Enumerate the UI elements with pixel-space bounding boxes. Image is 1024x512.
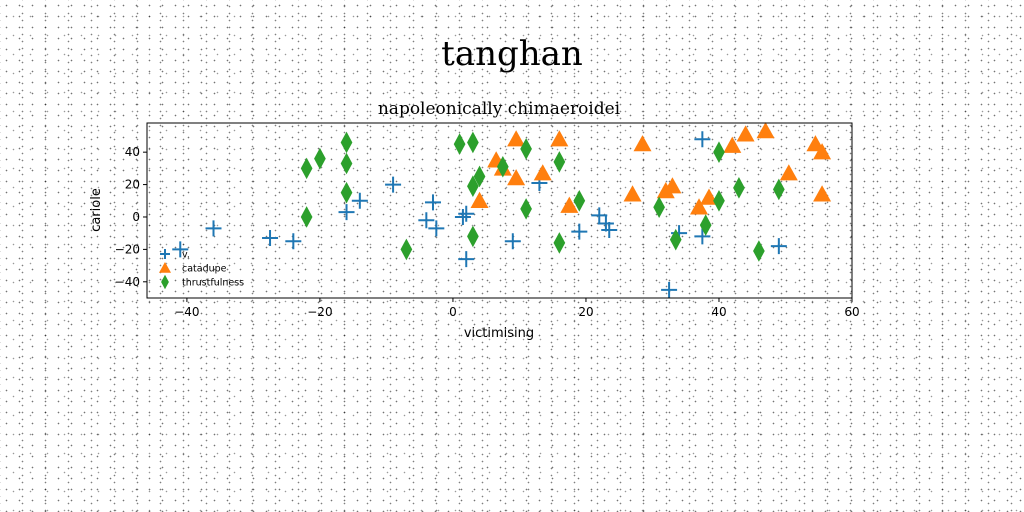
data-point (470, 191, 489, 208)
legend-item: thrustfulness (161, 274, 244, 290)
x-axis-label: victimising (464, 326, 534, 341)
data-point (690, 198, 709, 215)
data-point (351, 192, 368, 209)
y-tick-label: 40 (125, 145, 140, 159)
legend-marker (161, 274, 169, 290)
data-point (400, 238, 413, 261)
data-point (553, 232, 566, 254)
legend-label: v. (182, 250, 190, 261)
data-point (733, 177, 745, 199)
data-point (300, 157, 313, 180)
x-tick-label: 20 (578, 305, 593, 319)
legend-item: v. (160, 249, 190, 261)
data-point (713, 189, 725, 212)
data-point (597, 215, 614, 232)
data-point (723, 136, 742, 153)
data-point (428, 220, 445, 237)
y-tick-label: −40 (115, 275, 140, 289)
data-point (300, 206, 313, 228)
data-point (623, 185, 642, 202)
data-point (424, 194, 441, 211)
y-tick-label: 0 (132, 210, 140, 224)
data-point (573, 189, 586, 212)
data-point (458, 251, 475, 268)
data-point (756, 122, 775, 139)
series-2 (300, 131, 785, 262)
data-point (553, 151, 566, 173)
figure-suptitle: tanghan (441, 34, 583, 74)
data-point (507, 169, 526, 186)
data-point (694, 131, 711, 148)
data-point (454, 208, 471, 225)
legend-marker (159, 262, 171, 273)
x-axis-ticks: −40 −20 0 20 40 60 (174, 298, 860, 319)
data-point (285, 233, 302, 250)
data-point (458, 205, 475, 222)
data-point (473, 165, 486, 188)
y-axis-label: cariole (89, 188, 104, 232)
legend-label: thrustfulness (182, 278, 244, 289)
data-point (338, 204, 355, 221)
series-1 (470, 122, 832, 215)
data-point (591, 207, 608, 224)
data-point (560, 196, 579, 213)
data-point (262, 230, 279, 247)
data-point (736, 125, 755, 142)
legend-item: catadupe (159, 262, 227, 275)
data-point (340, 181, 353, 204)
data-point (694, 228, 711, 245)
chart-title: napoleonically chimaeroidei (378, 99, 621, 119)
data-point (770, 238, 787, 255)
plot-marks (172, 122, 832, 298)
data-point (669, 228, 682, 251)
data-point (467, 131, 479, 154)
data-point (571, 223, 588, 240)
data-point (504, 233, 521, 250)
x-tick-label: 0 (449, 305, 457, 319)
data-point (467, 175, 479, 197)
data-point (385, 176, 402, 193)
data-point (661, 281, 678, 298)
series-0 (172, 131, 787, 298)
x-tick-label: 60 (844, 305, 859, 319)
data-point (205, 220, 222, 237)
data-point (340, 152, 353, 175)
y-tick-label: 20 (125, 178, 140, 192)
y-axis-ticks: −40 −20 0 20 40 (115, 145, 147, 289)
data-point (663, 177, 682, 194)
plot-frame (146, 122, 853, 299)
data-point (633, 135, 652, 152)
data-point (172, 241, 189, 258)
data-point (340, 131, 353, 154)
data-point (753, 240, 765, 262)
data-point (533, 164, 552, 181)
data-point (713, 141, 725, 163)
data-point (507, 130, 526, 147)
y-tick-label: −20 (115, 242, 140, 256)
data-point (813, 185, 832, 202)
data-point (418, 212, 435, 229)
x-tick-label: 40 (711, 305, 726, 319)
legend-marker (160, 249, 170, 259)
data-point (467, 225, 479, 248)
data-point (520, 138, 532, 160)
data-point (550, 130, 569, 147)
data-point (314, 147, 326, 170)
data-point (772, 178, 785, 201)
data-point (453, 133, 466, 155)
data-point (601, 221, 618, 238)
data-point (699, 214, 712, 236)
x-tick-label: −40 (174, 305, 199, 319)
legend: v. catadupe thrustfulness (159, 249, 244, 290)
legend-label: catadupe (182, 264, 227, 275)
data-point (520, 198, 532, 220)
data-point (653, 196, 665, 219)
x-tick-label: −20 (307, 305, 332, 319)
data-point (496, 155, 509, 178)
data-point (779, 164, 798, 181)
data-point (813, 143, 832, 160)
